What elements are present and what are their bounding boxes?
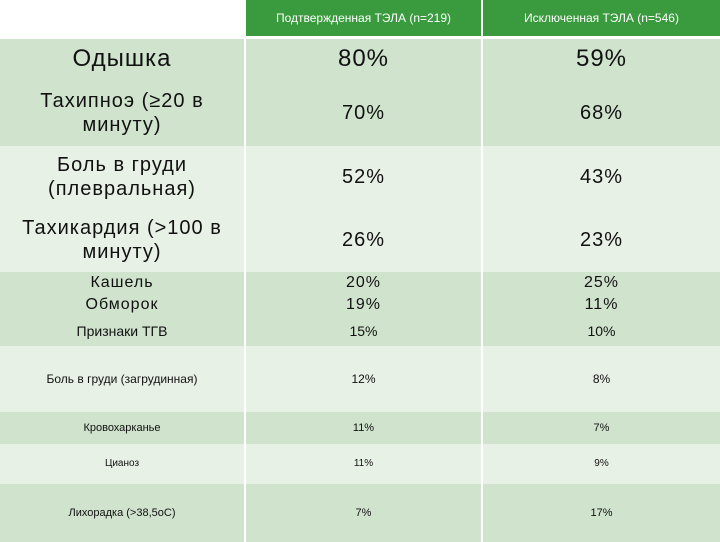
table-row: Боль в груди (плевральная) 52% 43%	[0, 145, 720, 208]
confirmed-value: 11%	[244, 411, 482, 444]
confirmed-value: 15%	[244, 315, 482, 346]
confirmed-value: 70%	[244, 79, 482, 146]
row-label: Лихорадка (>38,5оС)	[0, 483, 245, 542]
row-label: Цианоз	[0, 443, 245, 484]
excluded-value: 43%	[481, 145, 720, 208]
row-label: Кашель	[0, 271, 245, 294]
row-label: Одышка	[0, 37, 245, 80]
row-label: Обморок	[0, 293, 245, 316]
excluded-value: 7%	[481, 411, 720, 444]
table-row: Кровохарканье 11% 7%	[0, 411, 720, 444]
excluded-value: 23%	[481, 207, 720, 272]
row-label: Признаки ТГВ	[0, 315, 245, 346]
row-label: Кровохарканье	[0, 411, 245, 444]
table-row: Тахипноэ (≥20 в минуту) 70% 68%	[0, 79, 720, 146]
excluded-value: 10%	[481, 315, 720, 346]
excluded-value: 25%	[481, 271, 720, 294]
confirmed-value: 11%	[244, 443, 482, 484]
row-label: Боль в груди (плевральная)	[0, 145, 245, 208]
row-label: Тахипноэ (≥20 в минуту)	[0, 79, 245, 146]
excluded-value: 17%	[481, 483, 720, 542]
confirmed-value: 19%	[244, 293, 482, 316]
excluded-value: 8%	[481, 345, 720, 412]
header-excluded: Исключенная ТЭЛА (n=546)	[481, 0, 720, 39]
excluded-value: 11%	[481, 293, 720, 316]
row-label: Тахикардия (>100 в минуту)	[0, 207, 245, 272]
table-row: Одышка 80% 59%	[0, 37, 720, 80]
excluded-value: 59%	[481, 37, 720, 80]
table-row: Тахикардия (>100 в минуту) 26% 23%	[0, 207, 720, 272]
table-row: Кашель 20% 25%	[0, 271, 720, 294]
table-row: Цианоз 11% 9%	[0, 443, 720, 484]
confirmed-value: 26%	[244, 207, 482, 272]
confirmed-value: 12%	[244, 345, 482, 412]
header-blank-cell	[0, 0, 245, 39]
confirmed-value: 20%	[244, 271, 482, 294]
excluded-value: 9%	[481, 443, 720, 484]
row-label: Боль в груди (загрудинная)	[0, 345, 245, 412]
table-row: Признаки ТГВ 15% 10%	[0, 315, 720, 346]
header-confirmed: Подтвержденная ТЭЛА (n=219)	[244, 0, 482, 39]
confirmed-value: 52%	[244, 145, 482, 208]
table-row: Боль в груди (загрудинная) 12% 8%	[0, 345, 720, 412]
excluded-value: 68%	[481, 79, 720, 146]
table-header: Подтвержденная ТЭЛА (n=219) Исключенная …	[0, 0, 720, 39]
confirmed-value: 7%	[244, 483, 482, 542]
table-row: Обморок 19% 11%	[0, 293, 720, 316]
table-row: Лихорадка (>38,5оС) 7% 17%	[0, 483, 720, 542]
confirmed-value: 80%	[244, 37, 482, 80]
